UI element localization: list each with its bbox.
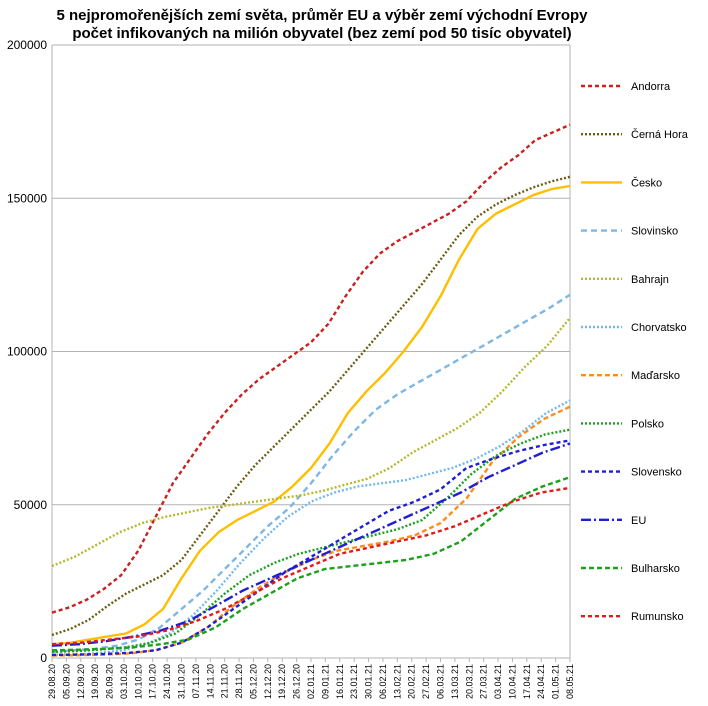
x-tick-label: 20.03.21 [464, 664, 474, 699]
series-line [51, 442, 571, 647]
x-tick-label: 10.04.21 [507, 664, 517, 699]
x-tick-label: 31.10.20 [177, 664, 187, 699]
x-tick-label: 19.12.20 [277, 664, 287, 699]
series-line [51, 428, 571, 654]
x-tick-label: 14.11.20 [205, 664, 215, 698]
legend-label: Česko [631, 176, 662, 189]
x-tick-label: 06.03.21 [436, 664, 446, 699]
x-tick-label: 19.09.20 [90, 664, 100, 699]
x-tick-label: 06.02.21 [378, 664, 388, 699]
legend-label: Chorvatsko [631, 322, 687, 334]
series-line [51, 486, 571, 646]
x-tick-label: 13.02.21 [392, 664, 402, 699]
gridlines [51, 44, 571, 659]
x-tick-label: 02.01.21 [306, 664, 316, 699]
x-tick-label: 13.03.21 [450, 664, 460, 699]
legend: Andorra Černá Hora Česko Slovinsko Bahrajn Ch… [581, 81, 689, 623]
x-tick-label: 24.04.21 [536, 664, 546, 699]
x-tick-label: 28.11.20 [234, 664, 244, 698]
x-tick-label: 27.03.21 [479, 664, 489, 699]
x-tick-label: 26.09.20 [105, 664, 115, 699]
x-tick-label: 05.09.20 [61, 664, 71, 699]
x-tick-label: 17.04.21 [522, 664, 532, 699]
series-line [51, 439, 571, 657]
legend-label: Slovinsko [631, 226, 678, 238]
legend-label: Polsko [631, 418, 664, 430]
chart-subtitle: počet infikovaných na milión obyvatel (b… [72, 25, 571, 42]
x-tick-label: 09.01.21 [320, 664, 330, 699]
x-tick-label: 26.12.20 [292, 664, 302, 699]
y-axis: 0 50000 100000 150000 200000 [7, 38, 47, 665]
x-tick-label: 08.05.21 [565, 664, 575, 699]
x-tick-label: 12.12.20 [263, 664, 273, 699]
x-tick-label: 10.10.20 [133, 664, 143, 699]
series-lines [51, 123, 571, 657]
x-tick-label: 17.10.20 [148, 664, 158, 699]
y-tick-label: 50000 [14, 498, 48, 512]
series-line [51, 175, 571, 637]
y-tick-label: 0 [40, 651, 47, 665]
x-tick-label: 01.05.21 [551, 664, 561, 699]
x-tick-label: 23.01.21 [349, 664, 359, 699]
x-tick-label: 03.04.21 [493, 664, 503, 699]
x-tick-label: 16.01.21 [335, 664, 345, 699]
x-tick-label: 05.12.20 [248, 664, 258, 699]
chart-title: 5 nejpromořenějších zemí světa, průměr E… [56, 7, 588, 24]
legend-label: Rumunsko [631, 611, 684, 623]
x-tick-label: 21.11.20 [220, 664, 230, 698]
x-tick-label: 30.01.21 [364, 664, 374, 699]
legend-label: Slovensko [631, 467, 682, 479]
legend-label: Bahrajn [631, 274, 669, 286]
x-tick-label: 07.11.20 [191, 664, 201, 698]
legend-label: Andorra [631, 81, 671, 93]
series-line [51, 184, 571, 646]
y-tick-label: 100000 [7, 345, 47, 359]
x-tick-label: 27.02.21 [421, 664, 431, 699]
series-line [51, 123, 571, 614]
x-tick-label: 24.10.20 [162, 664, 172, 699]
series-line [51, 476, 571, 652]
legend-label: EU [631, 515, 646, 527]
legend-label: Bulharsko [631, 563, 680, 575]
x-tick-label: 03.10.20 [119, 664, 129, 699]
x-tick-label: 29.08.20 [47, 664, 57, 699]
legend-label: Maďarsko [631, 370, 680, 382]
legend-label: Černá Hora [631, 128, 689, 141]
y-tick-label: 150000 [7, 191, 47, 205]
x-tick-label: 12.09.20 [76, 664, 86, 699]
series-line [51, 293, 571, 654]
y-tick-label: 200000 [7, 38, 47, 52]
x-axis: 29.08.20 05.09.20 12.09.20 19.09.20 26.09.20… [47, 658, 575, 699]
x-tick-label: 20.02.21 [407, 664, 417, 699]
series-line [51, 317, 571, 568]
